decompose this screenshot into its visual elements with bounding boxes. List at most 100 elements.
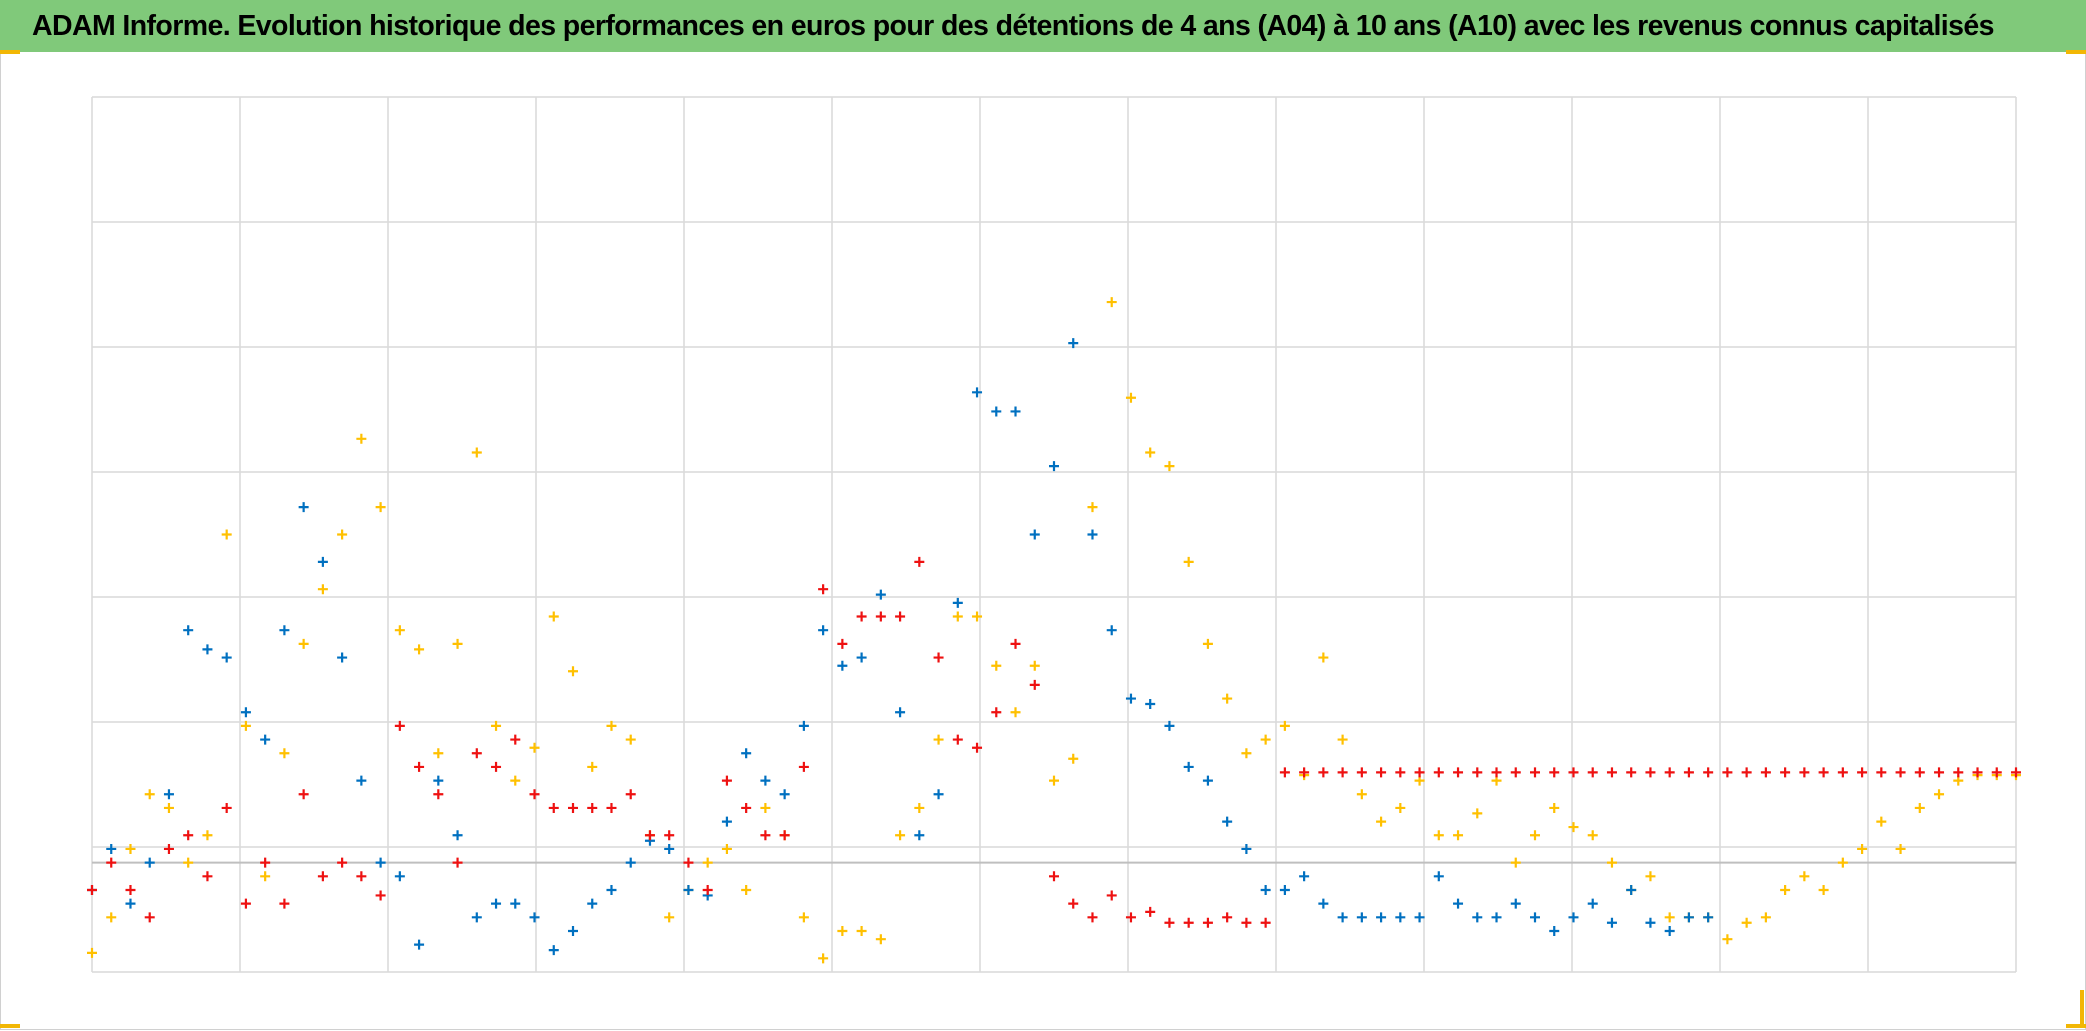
corner-mark-top-left bbox=[0, 50, 20, 54]
point-marker bbox=[1376, 767, 1387, 778]
point-marker bbox=[356, 775, 367, 786]
point-marker bbox=[1703, 912, 1714, 923]
point-marker bbox=[1510, 857, 1521, 868]
point-marker bbox=[1664, 925, 1675, 936]
point-marker bbox=[606, 884, 617, 895]
point-marker bbox=[529, 912, 540, 923]
point-marker bbox=[1799, 871, 1810, 882]
point-marker bbox=[1645, 767, 1656, 778]
corner-mark-bottom-left bbox=[0, 1024, 20, 1028]
point-marker bbox=[1395, 767, 1406, 778]
point-marker bbox=[1222, 693, 1233, 704]
point-marker bbox=[683, 884, 694, 895]
chart-title: ADAM Informe. Evolution historique des p… bbox=[32, 9, 1994, 42]
point-marker bbox=[1125, 912, 1136, 923]
point-marker bbox=[1183, 917, 1194, 928]
point-marker bbox=[471, 912, 482, 923]
point-marker bbox=[87, 947, 97, 958]
point-marker bbox=[952, 597, 963, 608]
corner-mark-right-bottom bbox=[2080, 990, 2084, 1026]
point-marker bbox=[491, 761, 502, 772]
point-marker bbox=[1664, 912, 1675, 923]
series-2 bbox=[87, 556, 2021, 928]
point-marker bbox=[1857, 843, 1868, 854]
point-marker bbox=[414, 939, 425, 950]
point-marker bbox=[991, 406, 1002, 417]
point-marker bbox=[818, 953, 829, 964]
point-marker bbox=[1337, 767, 1348, 778]
point-marker bbox=[875, 589, 886, 600]
point-marker bbox=[260, 857, 271, 868]
point-marker bbox=[279, 625, 290, 636]
point-marker bbox=[1606, 917, 1617, 928]
point-marker bbox=[1164, 461, 1175, 472]
point-marker bbox=[798, 720, 809, 731]
point-marker bbox=[895, 611, 906, 622]
point-marker bbox=[1260, 734, 1271, 745]
point-marker bbox=[394, 871, 405, 882]
point-marker bbox=[260, 734, 271, 745]
point-marker bbox=[1760, 912, 1771, 923]
point-marker bbox=[1202, 638, 1213, 649]
point-marker bbox=[1510, 898, 1521, 909]
point-marker bbox=[1453, 830, 1464, 841]
point-marker bbox=[1510, 767, 1521, 778]
point-marker bbox=[375, 857, 386, 868]
point-marker bbox=[317, 871, 328, 882]
point-marker bbox=[664, 843, 675, 854]
point-marker bbox=[1837, 767, 1848, 778]
point-marker bbox=[1337, 734, 1348, 745]
point-marker bbox=[202, 871, 213, 882]
point-marker bbox=[1433, 830, 1444, 841]
point-marker bbox=[856, 925, 867, 936]
point-marker bbox=[895, 830, 906, 841]
point-marker bbox=[1376, 816, 1387, 827]
point-marker bbox=[1145, 906, 1156, 917]
point-marker bbox=[510, 734, 521, 745]
point-marker bbox=[1202, 917, 1213, 928]
point-marker bbox=[1222, 912, 1233, 923]
point-marker bbox=[356, 433, 367, 444]
point-marker bbox=[529, 742, 540, 753]
chart-gridlines bbox=[91, 96, 2017, 973]
point-marker bbox=[240, 707, 251, 718]
point-marker bbox=[1953, 767, 1964, 778]
point-marker bbox=[298, 638, 309, 649]
point-marker bbox=[1241, 748, 1252, 759]
point-marker bbox=[317, 584, 328, 595]
point-marker bbox=[856, 652, 867, 663]
point-marker bbox=[587, 802, 598, 813]
point-marker bbox=[741, 748, 752, 759]
point-marker bbox=[1549, 767, 1560, 778]
point-marker bbox=[1722, 934, 1733, 945]
point-marker bbox=[1453, 898, 1464, 909]
point-marker bbox=[702, 884, 713, 895]
point-marker bbox=[779, 789, 790, 800]
point-marker bbox=[1606, 767, 1617, 778]
point-marker bbox=[337, 529, 348, 540]
point-marker bbox=[1241, 917, 1252, 928]
point-marker bbox=[972, 387, 983, 398]
point-marker bbox=[356, 871, 367, 882]
point-marker bbox=[2011, 767, 2021, 778]
point-marker bbox=[279, 748, 290, 759]
point-marker bbox=[163, 843, 174, 854]
point-marker bbox=[106, 912, 117, 923]
point-marker bbox=[1453, 767, 1464, 778]
point-marker bbox=[1068, 753, 1079, 764]
point-marker bbox=[1202, 775, 1213, 786]
point-marker bbox=[1876, 816, 1887, 827]
point-marker bbox=[933, 789, 944, 800]
point-marker bbox=[664, 912, 675, 923]
point-marker bbox=[240, 720, 251, 731]
point-marker bbox=[125, 884, 136, 895]
point-marker bbox=[1356, 767, 1367, 778]
point-marker bbox=[433, 789, 444, 800]
point-marker bbox=[914, 556, 925, 567]
point-marker bbox=[1106, 890, 1117, 901]
point-marker bbox=[1164, 720, 1175, 731]
point-marker bbox=[760, 802, 771, 813]
title-bar: ADAM Informe. Evolution historique des p… bbox=[0, 0, 2086, 52]
point-marker bbox=[1472, 912, 1483, 923]
point-marker bbox=[606, 802, 617, 813]
